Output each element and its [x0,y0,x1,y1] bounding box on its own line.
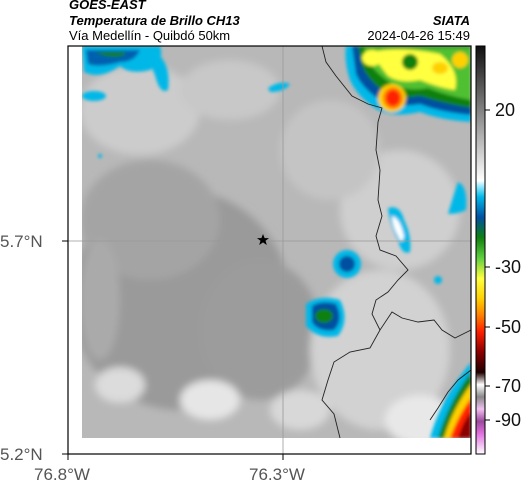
timestamp: 2024-04-26 15:49 [367,28,470,43]
city-marker [257,234,269,245]
department-border-south [429,369,471,421]
colorbar-label: -50 [495,317,522,337]
colorbar-label: -70 [495,376,522,396]
colorbar [476,46,485,454]
colorbar-label: -30 [495,257,522,277]
lon-tick-label-east: 76.3°W [249,465,305,484]
lat-tick-label-north: 5.7°N [0,232,43,251]
lat-tick-label-south: 5.2°N [0,445,43,464]
region-subtitle: Vía Medellín - Quibdó 50km [69,28,231,43]
department-border-east [379,311,471,339]
department-border [321,46,409,439]
map-frame [67,45,472,455]
colorbar-label: -90 [495,410,522,430]
satellite-imagery [68,46,471,454]
organization-label: SIATA [432,13,470,28]
product-title: Temperatura de Brillo CH13 [69,13,240,28]
colorbar-frame [475,45,486,455]
satellite-name: GOES-EAST [69,0,146,12]
lon-tick-label-west: 76.8°W [34,465,90,484]
colorbar-ticks [485,109,490,421]
colorbar-label: 20 [495,100,516,120]
